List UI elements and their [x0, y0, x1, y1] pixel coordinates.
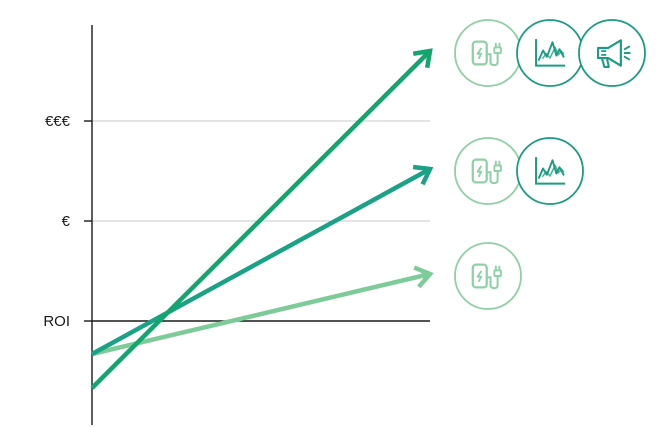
- badge-group-2: [454, 137, 584, 205]
- line-chart-icon: [516, 137, 584, 205]
- badge-circle: [516, 137, 584, 205]
- badge-circle: [578, 19, 646, 87]
- trend-line-2: [90, 164, 434, 356]
- trend-line-stroke: [90, 49, 432, 390]
- axes: [84, 25, 93, 425]
- badge-group-3: [454, 19, 646, 87]
- ev-charger-icon: [454, 19, 522, 87]
- trend-line-3: [90, 48, 433, 390]
- y-tick-label: €€€: [45, 113, 71, 130]
- arrowhead: [413, 265, 434, 289]
- badge-circle: [454, 19, 522, 87]
- y-tick-labels: ROI€€€€: [43, 113, 70, 330]
- badge-circle: [516, 19, 584, 87]
- ev-charger-icon: [454, 137, 522, 205]
- trend-line-1: [91, 265, 434, 357]
- badge-circle: [454, 242, 522, 310]
- line-chart-icon: [516, 19, 584, 87]
- y-tick-label: ROI: [43, 313, 70, 330]
- feature-badges: [454, 19, 646, 310]
- trend-line-stroke: [91, 271, 431, 357]
- arrowhead: [412, 164, 434, 186]
- trend-line-stroke: [90, 167, 432, 356]
- arrowhead: [412, 48, 433, 69]
- y-tick-label: €: [62, 213, 71, 230]
- badge-circle: [454, 137, 522, 205]
- trend-lines: [90, 48, 434, 390]
- megaphone-icon: [578, 19, 646, 87]
- badge-group-1: [454, 242, 522, 310]
- ev-charger-icon: [454, 242, 522, 310]
